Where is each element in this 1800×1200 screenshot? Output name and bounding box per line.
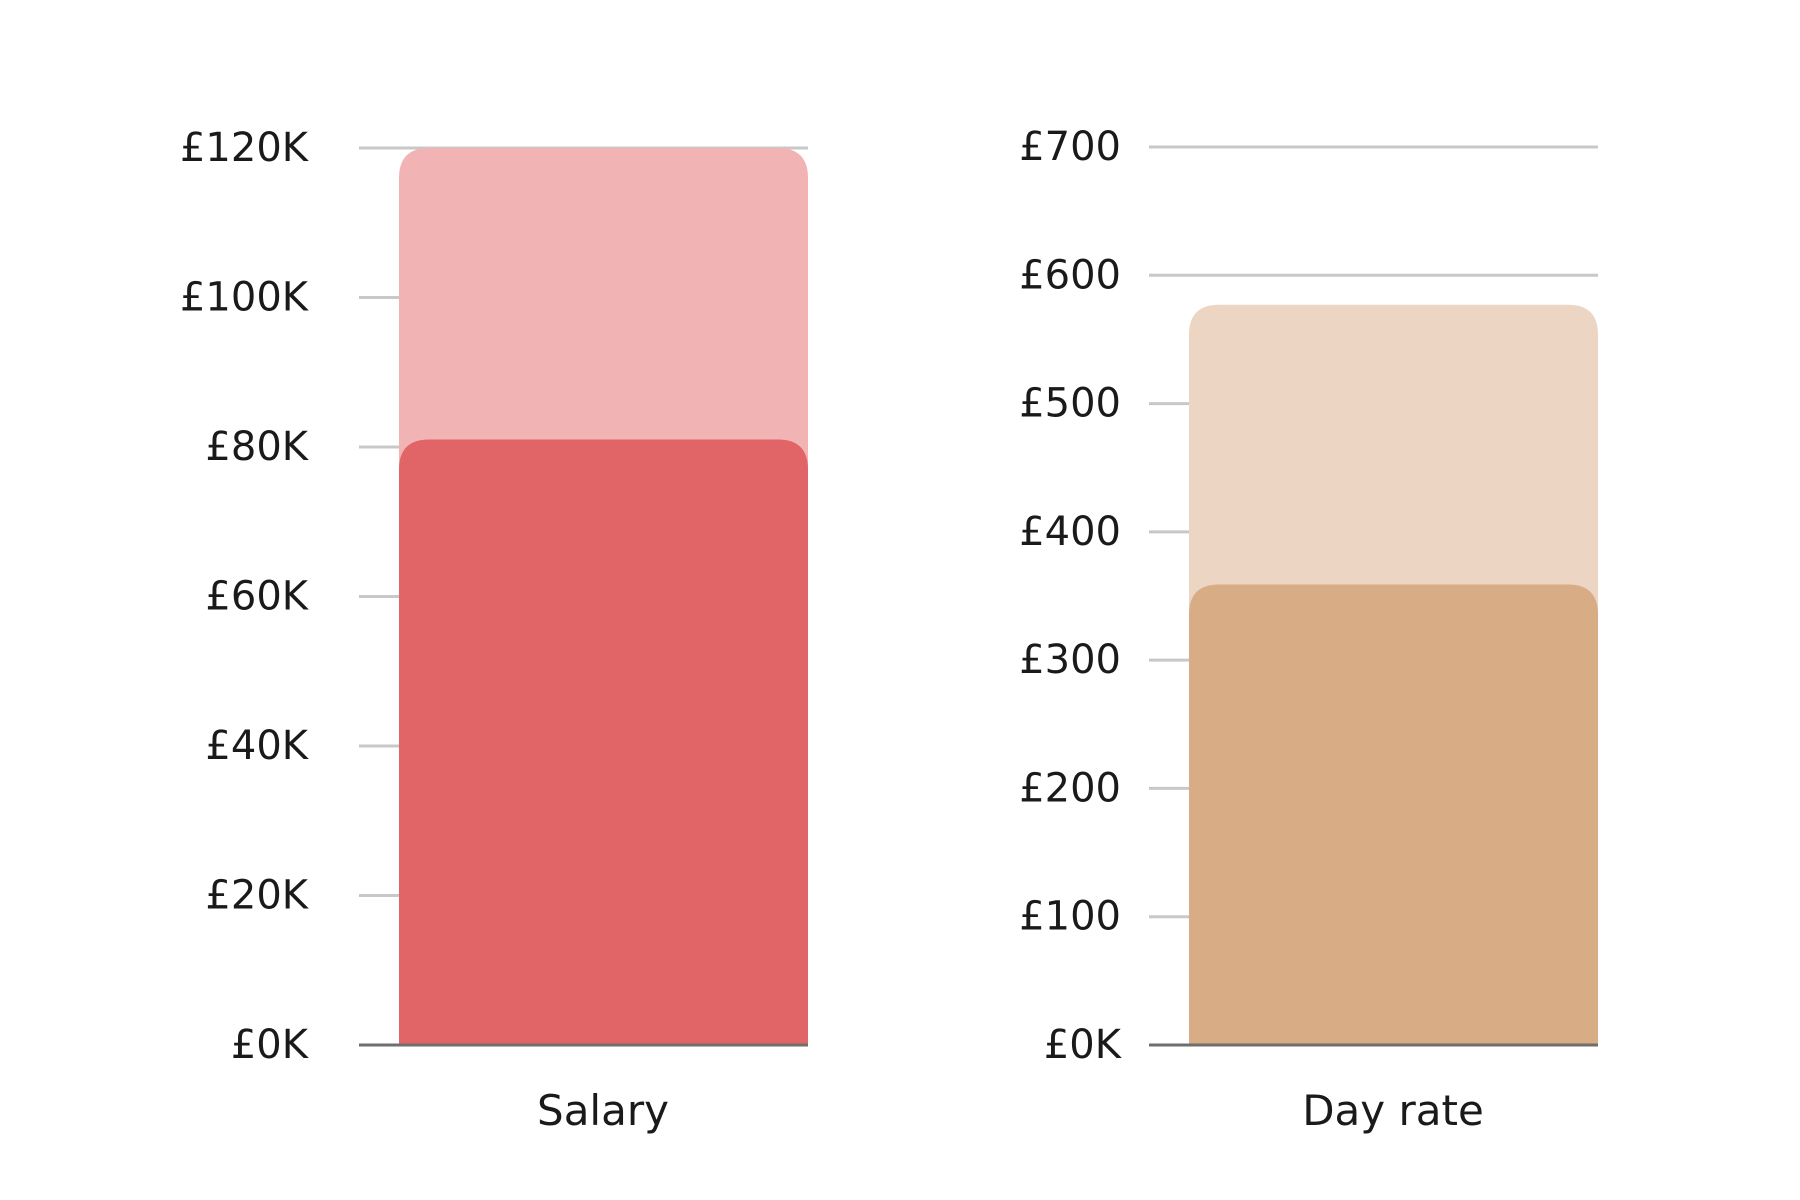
day-rate-bar-1 — [1189, 584, 1598, 1045]
y-tick-label: £300 — [1019, 637, 1121, 683]
y-tick-label: £60K — [205, 574, 309, 620]
y-tick-label: £0K — [1044, 1022, 1123, 1068]
y-tick-label: £100 — [1019, 894, 1121, 940]
y-tick-label: £0K — [231, 1022, 310, 1068]
salary-bar-1 — [399, 439, 808, 1045]
y-tick-label: £600 — [1019, 252, 1121, 298]
x-axis-label: Day rate — [1302, 1086, 1484, 1135]
y-tick-label: £200 — [1019, 765, 1121, 811]
y-tick-label: £120K — [180, 125, 310, 171]
y-tick-label: £20K — [205, 873, 309, 919]
y-tick-label: £100K — [180, 275, 310, 321]
salary-chart-panel: £0K £20K £40K £60K £80K £100K £120K Salary — [180, 125, 808, 1135]
y-tick-label: £700 — [1019, 124, 1121, 170]
y-tick-label: £40K — [205, 723, 309, 769]
y-tick-label: £500 — [1019, 381, 1121, 427]
day-rate-chart-panel: £0K £100 £200 £300 £400 £500 £600 £700 Day rate — [1019, 124, 1598, 1135]
y-tick-label: £400 — [1019, 509, 1121, 555]
x-axis-label: Salary — [537, 1086, 669, 1135]
y-tick-label: £80K — [205, 424, 309, 470]
